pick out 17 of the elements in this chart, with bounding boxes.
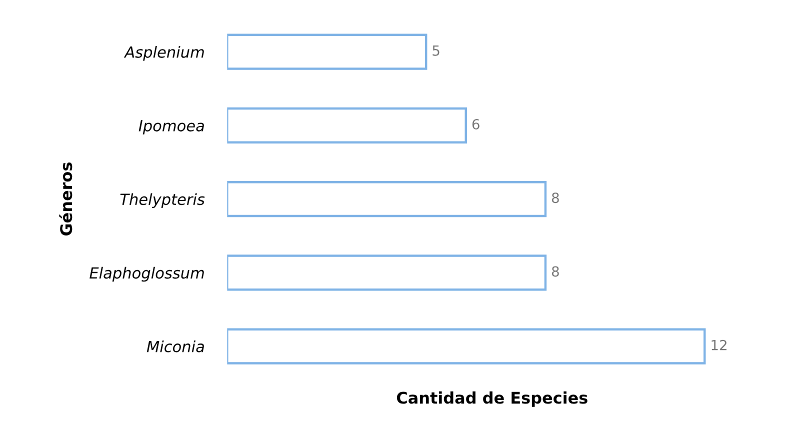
y-tick-label: Miconia <box>146 340 204 352</box>
data-label: 5 <box>432 46 440 56</box>
bar <box>227 328 706 364</box>
y-tick-label: Ipomoea <box>138 120 204 134</box>
y-tick-label: Asplenium <box>124 46 204 61</box>
x-axis-title: Cantidad de Especies <box>396 391 588 407</box>
data-label: 6 <box>472 118 480 130</box>
data-label: 12 <box>712 340 726 350</box>
bar <box>227 34 428 70</box>
bar <box>227 254 547 291</box>
bar <box>227 181 547 218</box>
bar <box>227 107 467 144</box>
y-tick-label: Thelypteris <box>120 193 205 208</box>
data-label: 8 <box>552 266 559 277</box>
data-label: 8 <box>552 192 559 204</box>
y-tick-label: Elaphoglossum <box>90 266 204 282</box>
y-axis-title: Géneros <box>59 162 72 236</box>
